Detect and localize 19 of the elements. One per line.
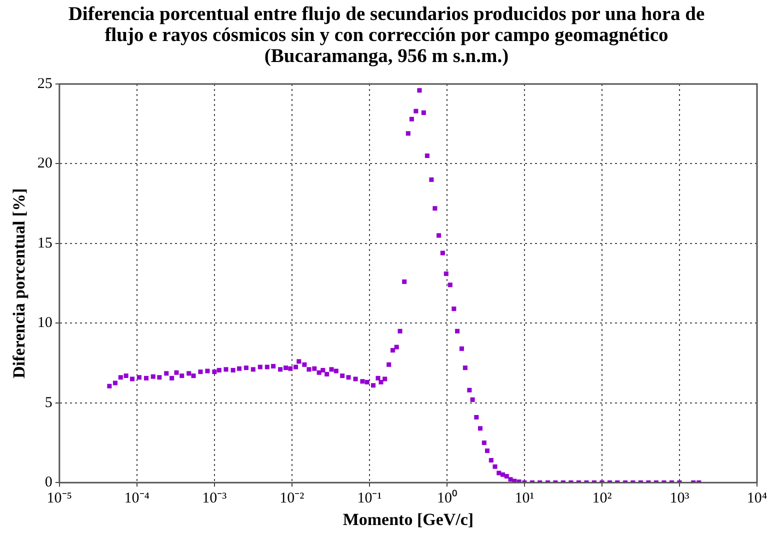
x-tick-label: 10⁰ bbox=[436, 490, 457, 507]
x-tick-label: 10¹ bbox=[514, 490, 534, 507]
chart-title: Diferencia porcentual entre flujo de secundarios producidos por una hora de flujo e rayos cósmicos sin y con corrección por campo geomagnético (Bucaramanga, 956 m s.n.m.) bbox=[67, 4, 706, 69]
y-tick-label: 20 bbox=[37, 156, 52, 172]
x-tick-label: 10⁻⁴ bbox=[124, 490, 150, 507]
y-tick-label: 25 bbox=[37, 76, 52, 92]
y-tick-label: 0 bbox=[44, 474, 52, 491]
x-tick-label: 10⁻² bbox=[280, 490, 305, 507]
x-tick-label: 10⁻⁵ bbox=[46, 490, 72, 507]
x-tick-label: 10⁻³ bbox=[202, 490, 228, 507]
y-tick-label: 5 bbox=[44, 394, 52, 411]
y-axis-title: Diferencia porcentual [%] bbox=[10, 188, 29, 378]
x-tick-label: 10⁴ bbox=[746, 490, 768, 507]
y-tick-label: 15 bbox=[37, 235, 52, 252]
x-tick-label: 10² bbox=[592, 490, 612, 507]
x-axis-title: Momento [GeV/c] bbox=[342, 510, 474, 530]
x-tick-label: 10³ bbox=[670, 490, 690, 507]
y-tick-label: 10 bbox=[37, 315, 52, 332]
x-tick-label: 10⁻¹ bbox=[357, 490, 382, 507]
